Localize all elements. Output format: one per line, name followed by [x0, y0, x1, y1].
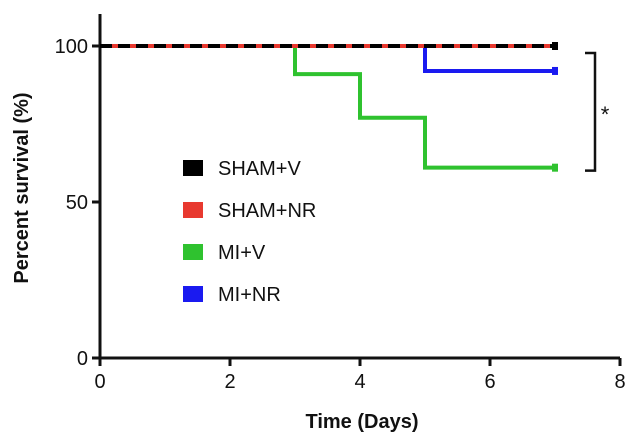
series-line-mi-plus-nr	[100, 44, 555, 73]
annotation-layer: *	[585, 51, 610, 172]
legend-label: SHAM+NR	[218, 200, 316, 222]
legend-swatch	[183, 202, 203, 218]
x-tick-label: 8	[614, 371, 625, 393]
series-end-marker	[552, 66, 558, 75]
axes: 0 2 4 6 8 0 50 100	[55, 14, 626, 393]
legend-label: SHAM+V	[218, 158, 301, 180]
legend-swatch	[183, 244, 203, 260]
y-axis-title: Percent survival (%)	[11, 92, 33, 283]
series-layer	[100, 42, 558, 172]
legend-label: MI+V	[218, 242, 266, 264]
significance-label: *	[601, 102, 610, 127]
x-tick-label: 6	[484, 371, 495, 393]
y-tick-label: 50	[66, 192, 88, 214]
legend-swatch	[183, 160, 203, 176]
y-tick-label: 100	[55, 36, 88, 58]
x-tick-label: 2	[224, 371, 235, 393]
legend-label: MI+NR	[218, 284, 281, 306]
series-end-marker	[552, 42, 558, 50]
x-axis-title: Time (Days)	[305, 411, 418, 433]
y-tick-label: 0	[77, 348, 88, 370]
x-tick-label: 4	[354, 371, 365, 393]
series-end-marker	[552, 163, 558, 172]
legend-swatch	[183, 286, 203, 302]
legend: SHAM+V SHAM+NR MI+V MI+NR	[183, 158, 316, 306]
series-line-mi-plus-v	[100, 44, 555, 170]
significance-bracket	[585, 51, 597, 172]
x-tick-label: 0	[94, 371, 105, 393]
